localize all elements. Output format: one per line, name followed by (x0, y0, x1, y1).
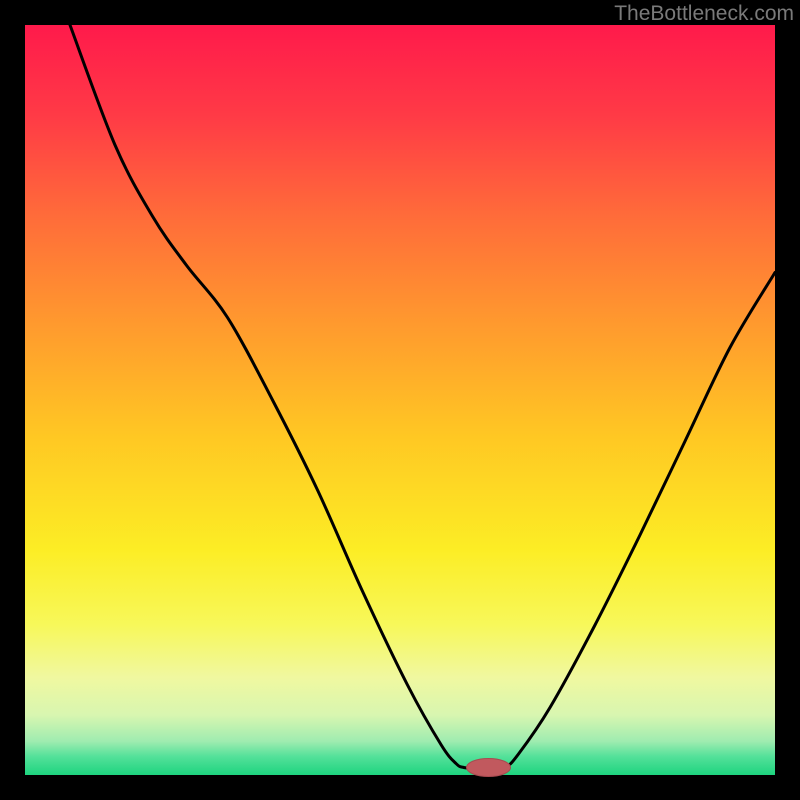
bottleneck-chart (0, 0, 800, 800)
plot-background (25, 25, 775, 775)
watermark-text: TheBottleneck.com (614, 2, 794, 26)
optimal-marker (467, 759, 511, 777)
